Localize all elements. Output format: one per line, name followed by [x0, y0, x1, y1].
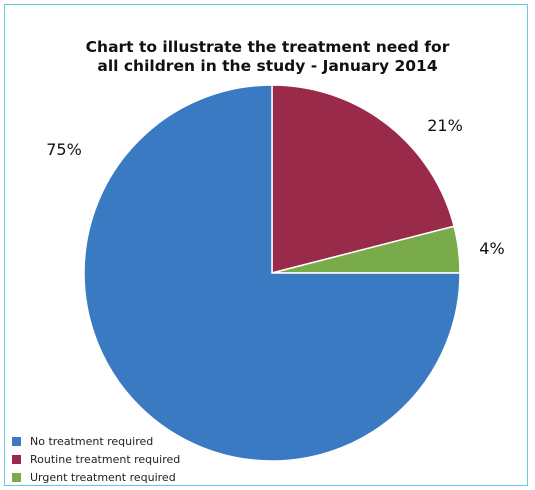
data-label-routine-treatment-required: 21%: [427, 116, 463, 135]
chart-frame: [4, 4, 528, 486]
data-label-urgent-treatment-required: 4%: [479, 239, 504, 258]
legend-item-no-treatment-required: No treatment required: [12, 432, 180, 450]
legend-label: No treatment required: [30, 434, 154, 448]
legend-label: Urgent treatment required: [30, 470, 176, 484]
pie-slice-no-treatment-required: [83, 84, 461, 462]
chart-title: Chart to illustrate the treatment need f…: [40, 38, 495, 76]
legend-label: Routine treatment required: [30, 452, 181, 466]
chart-title-line-1: Chart to illustrate the treatment need f…: [85, 38, 450, 56]
data-label-no-treatment-required: 75%: [46, 140, 82, 159]
legend-swatch: [12, 436, 21, 446]
pie-slice-routine-treatment-required: [271, 84, 456, 274]
legend-item-urgent-treatment-required: Urgent treatment required: [12, 468, 180, 486]
legend-swatch: [12, 472, 21, 482]
legend-item-routine-treatment-required: Routine treatment required: [12, 450, 180, 468]
legend-swatch: [12, 454, 21, 464]
chart-legend: No treatment required Routine treatment r…: [12, 432, 180, 486]
chart-title-line-2: all children in the study - January 2014: [97, 57, 438, 75]
